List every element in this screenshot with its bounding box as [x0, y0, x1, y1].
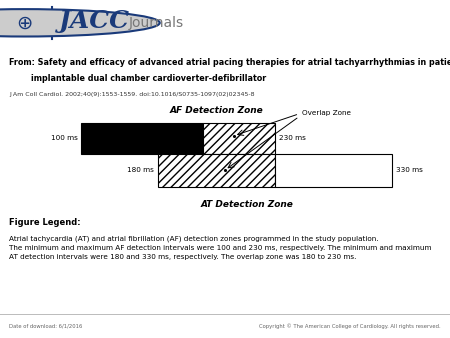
Text: Date of download: 6/1/2016: Date of download: 6/1/2016	[9, 323, 82, 328]
Bar	[202, 123, 274, 153]
Text: Overlap Zone: Overlap Zone	[302, 110, 351, 116]
Text: JACC: JACC	[58, 8, 130, 32]
Text: J Am Coll Cardiol. 2002;40(9):1553-1559. doi:10.1016/S0735-1097(02)02345-8: J Am Coll Cardiol. 2002;40(9):1553-1559.…	[9, 92, 255, 97]
Bar	[274, 153, 392, 187]
Text: AT Detection Zone: AT Detection Zone	[201, 200, 294, 209]
Text: ⊕: ⊕	[17, 13, 33, 32]
Text: Copyright © The American College of Cardiology. All rights reserved.: Copyright © The American College of Card…	[259, 323, 441, 329]
Text: 230 ms: 230 ms	[279, 136, 306, 142]
Text: Figure Legend:: Figure Legend:	[9, 218, 81, 226]
Circle shape	[0, 9, 160, 37]
Bar	[81, 123, 202, 153]
Text: Atrial tachycardia (AT) and atrial fibrillation (AF) detection zones programmed : Atrial tachycardia (AT) and atrial fibri…	[9, 235, 432, 260]
Bar	[158, 153, 274, 187]
Text: Journals: Journals	[128, 16, 184, 30]
Text: 180 ms: 180 ms	[127, 167, 154, 173]
Text: 330 ms: 330 ms	[396, 167, 423, 173]
Text: From: Safety and efficacy of advanced atrial pacing therapies for atrial tachyar: From: Safety and efficacy of advanced at…	[9, 58, 450, 67]
Text: implantable dual chamber cardioverter-defibrillator: implantable dual chamber cardioverter-de…	[9, 74, 266, 82]
Text: 100 ms: 100 ms	[50, 136, 77, 142]
Text: AF Detection Zone: AF Detection Zone	[169, 105, 263, 115]
